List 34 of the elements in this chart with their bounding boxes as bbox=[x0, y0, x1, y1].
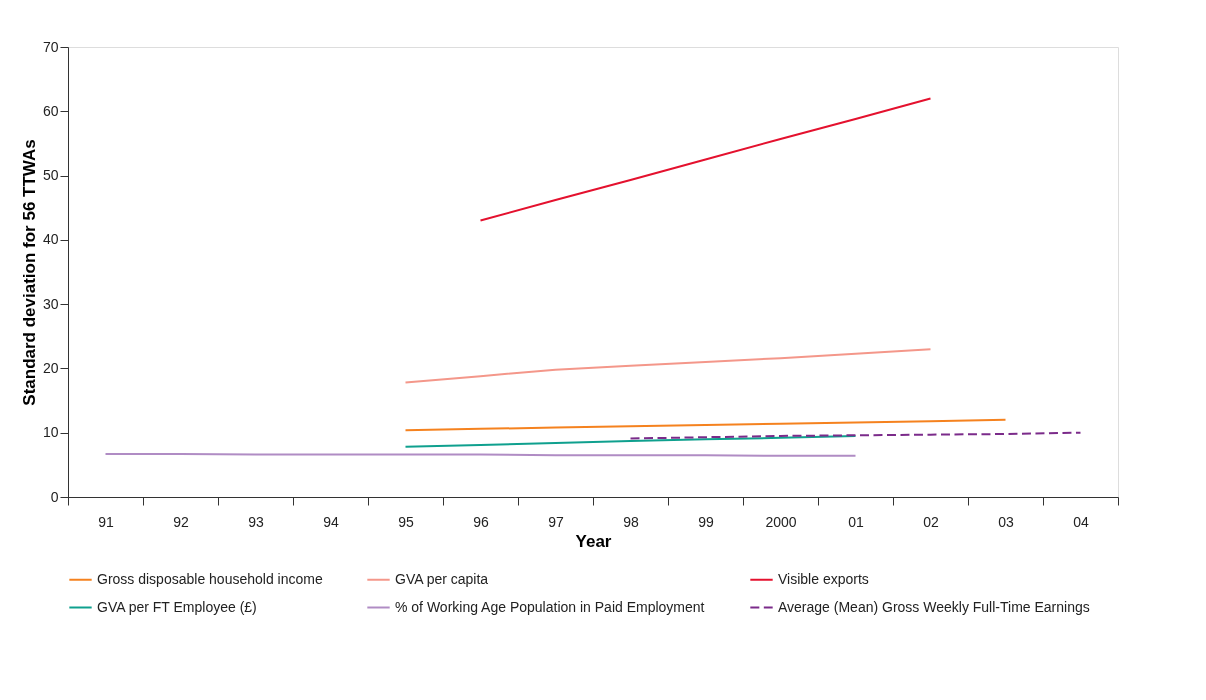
line-series bbox=[404, 348, 932, 384]
legend-label: Average (Mean) Gross Weekly Full-Time Earnings bbox=[778, 598, 1090, 615]
y-tick-label: 60 bbox=[42, 102, 59, 119]
x-tick-label: 94 bbox=[323, 513, 339, 530]
y-tick-label: 40 bbox=[42, 231, 59, 248]
y-axis-title: Standard deviation for 56 TTWAs bbox=[19, 139, 39, 406]
x-tick-label: 97 bbox=[548, 513, 564, 530]
x-tick-label: 01 bbox=[848, 513, 864, 530]
y-tick-label: 20 bbox=[42, 359, 59, 376]
x-tick-label: 93 bbox=[248, 513, 264, 530]
legend-label: Visible exports bbox=[778, 570, 869, 587]
x-tick-label: 91 bbox=[98, 513, 114, 530]
legend-label: % of Working Age Population in Paid Employment bbox=[395, 598, 705, 615]
y-tick-label: 30 bbox=[42, 295, 59, 312]
y-tick-label: 0 bbox=[50, 488, 59, 505]
line-series bbox=[404, 418, 1007, 432]
x-tick-label: 2000 bbox=[765, 513, 797, 530]
x-tick-label: 96 bbox=[473, 513, 489, 530]
x-tick-label: 03 bbox=[998, 513, 1014, 530]
x-tick-label: 02 bbox=[923, 513, 939, 530]
y-tick-label: 10 bbox=[42, 424, 59, 441]
y-tick-label: 70 bbox=[42, 38, 59, 55]
x-tick-label: 92 bbox=[173, 513, 189, 530]
x-tick-label: 99 bbox=[698, 513, 714, 530]
legend-label: GVA per capita bbox=[395, 570, 489, 587]
x-axis-title: Year bbox=[575, 531, 612, 551]
legend-label: GVA per FT Employee (£) bbox=[97, 598, 257, 615]
x-tick-label: 95 bbox=[398, 513, 414, 530]
line-series bbox=[404, 434, 857, 448]
legend-label: Gross disposable household income bbox=[97, 570, 323, 587]
y-tick-label: 50 bbox=[42, 167, 59, 184]
line-series bbox=[479, 97, 932, 222]
x-tick-label: 98 bbox=[623, 513, 639, 530]
x-tick-label: 04 bbox=[1073, 513, 1089, 530]
